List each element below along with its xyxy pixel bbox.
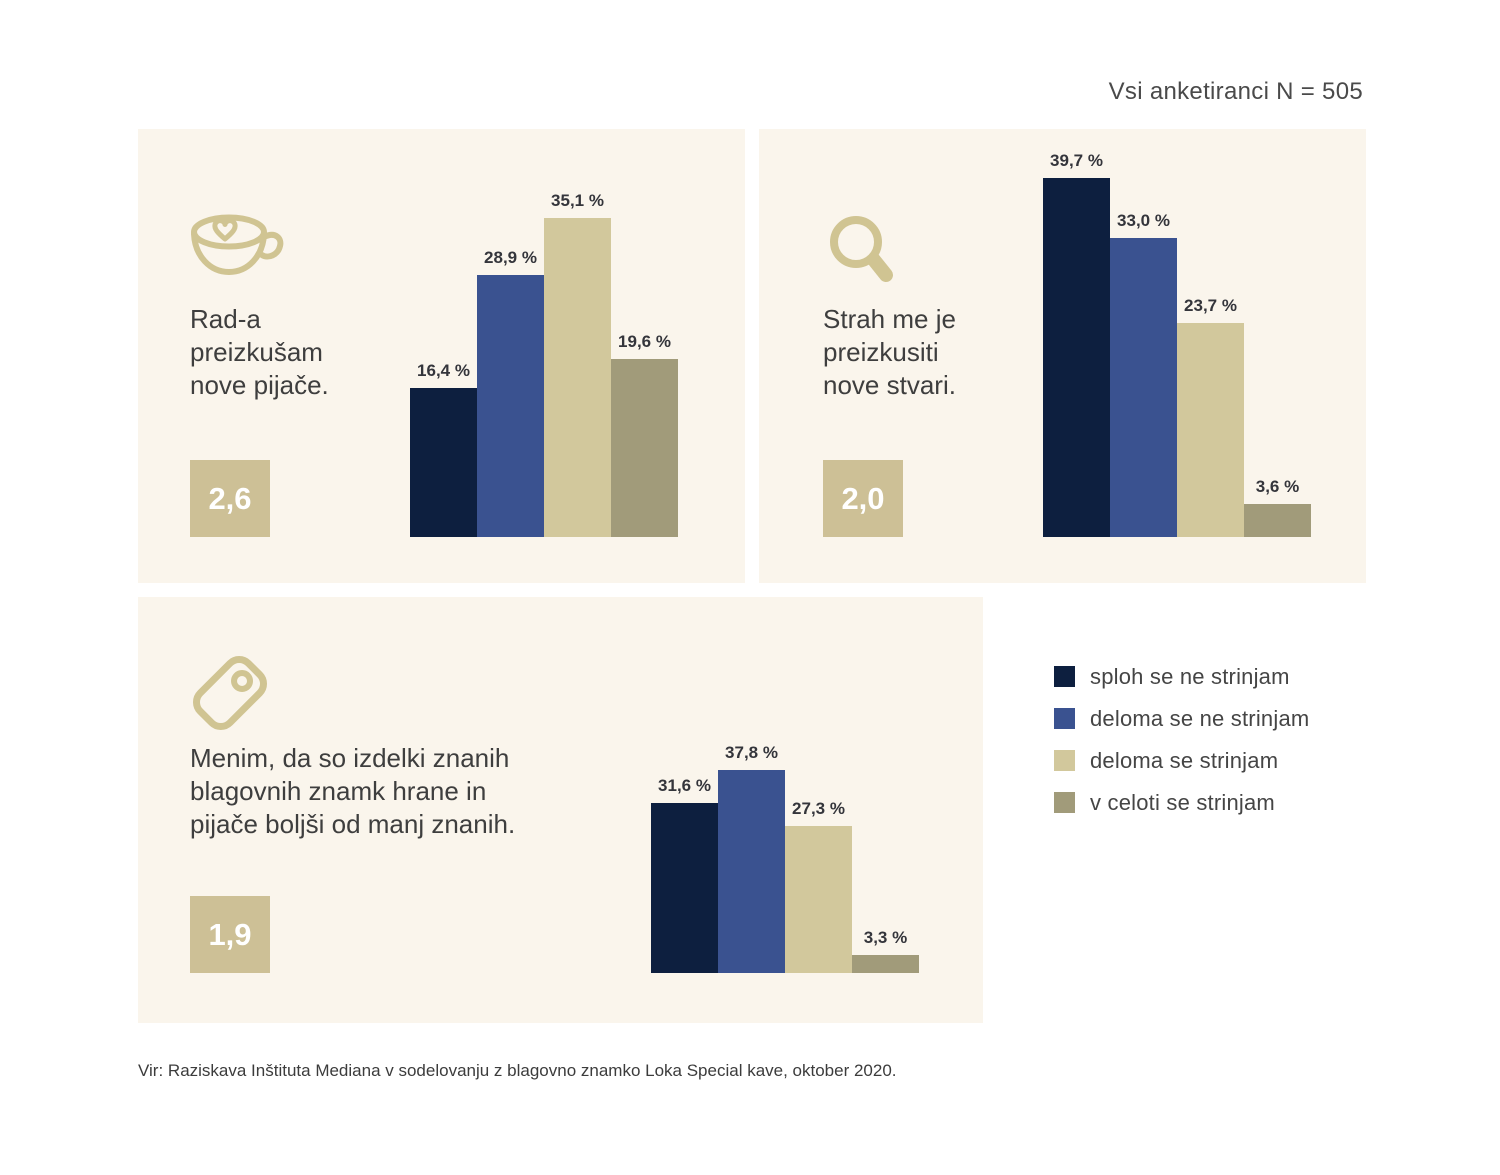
bar-deloma-se-strinjam <box>785 826 852 973</box>
bar-deloma-se-ne-strinjam <box>477 275 544 537</box>
chart-legend: sploh se ne strinjam deloma se ne strinj… <box>1054 663 1310 834</box>
statement-text: Strah me je preizkusiti nove stvari. <box>823 303 956 402</box>
bar-value-label: 16,4 % <box>417 361 470 380</box>
bar-column: 35,1 % <box>544 191 611 537</box>
bar-column: 23,7 % <box>1177 296 1244 537</box>
statement-line: blagovnih znamk hrane in <box>190 776 487 807</box>
bar-sploh-se-ne-strinjam <box>1043 178 1110 537</box>
bar-column: 27,3 % <box>785 799 852 973</box>
bar-deloma-se-strinjam <box>1177 323 1244 537</box>
statement-line: preizkusiti <box>823 337 939 368</box>
bar-value-label: 37,8 % <box>725 743 778 762</box>
bar-value-label: 31,6 % <box>658 776 711 795</box>
legend-label: deloma se strinjam <box>1090 747 1279 773</box>
legend-label: v celoti se strinjam <box>1090 789 1275 815</box>
legend-swatch-sploh-se-ne-strinjam <box>1054 666 1075 687</box>
panel-new-drinks: Rad-a preizkušam nove pijače. 2,6 16,4 %… <box>138 129 745 583</box>
source-note: Vir: Raziskava Inštituta Mediana v sodel… <box>138 1061 897 1080</box>
bar-column: 37,8 % <box>718 743 785 973</box>
bar-chart-fear-new-things: 39,7 % 33,0 % 23,7 % 3,6 % <box>1043 151 1311 537</box>
legend-label: deloma se ne strinjam <box>1090 705 1310 731</box>
mean-score-badge: 2,6 <box>190 460 270 537</box>
bar-column: 28,9 % <box>477 248 544 537</box>
bar-deloma-se-ne-strinjam <box>1110 238 1177 537</box>
bar-column: 19,6 % <box>611 332 678 537</box>
bar-column: 3,3 % <box>852 928 919 973</box>
bar-v-celoti-se-strinjam <box>611 359 678 537</box>
bar-column: 31,6 % <box>651 776 718 973</box>
statement-text: Menim, da so izdelki znanih blagovnih zn… <box>190 742 515 841</box>
bar-column: 33,0 % <box>1110 211 1177 537</box>
bar-value-label: 28,9 % <box>484 248 537 267</box>
bar-column: 16,4 % <box>410 361 477 537</box>
legend-label: sploh se ne strinjam <box>1090 663 1290 689</box>
statement-line: Rad-a <box>190 304 261 334</box>
bar-value-label: 39,7 % <box>1050 151 1103 170</box>
bar-v-celoti-se-strinjam <box>1244 504 1311 537</box>
respondents-note: Vsi anketiranci N = 505 <box>1108 78 1363 105</box>
bar-v-celoti-se-strinjam <box>852 955 919 973</box>
legend-item: v celoti se strinjam <box>1054 789 1309 815</box>
panel-fear-new-things: Strah me je preizkusiti nove stvari. 2,0… <box>759 129 1366 583</box>
mean-score-badge: 1,9 <box>190 896 270 973</box>
price-tag-icon <box>190 647 270 739</box>
bar-deloma-se-strinjam <box>544 218 611 537</box>
panel-known-brands: Menim, da so izdelki znanih blagovnih zn… <box>138 597 983 1023</box>
search-icon <box>829 215 899 291</box>
mean-score-badge: 2,0 <box>823 460 903 537</box>
statement-line: preizkušam <box>190 337 323 368</box>
bar-chart-new-drinks: 16,4 % 28,9 % 35,1 % 19,6 % <box>410 191 678 537</box>
bar-value-label: 23,7 % <box>1184 296 1237 315</box>
bar-value-label: 3,3 % <box>863 928 908 947</box>
bar-value-label: 27,3 % <box>792 799 845 818</box>
legend-item: deloma se strinjam <box>1054 747 1309 773</box>
statement-line: Strah me je <box>823 304 956 334</box>
statement-line: nove stvari. <box>823 370 956 401</box>
statement-line: pijače boljši od manj znanih. <box>190 809 516 840</box>
bar-sploh-se-ne-strinjam <box>651 803 718 973</box>
legend-item: deloma se ne strinjam <box>1054 705 1310 731</box>
bar-chart-known-brands: 31,6 % 37,8 % 27,3 % 3,3 % <box>651 743 919 973</box>
statement-text: Rad-a preizkušam nove pijače. <box>190 303 329 402</box>
bar-value-label: 19,6 % <box>618 332 671 351</box>
bar-deloma-se-ne-strinjam <box>718 770 785 973</box>
statement-line: nove pijače. <box>190 370 329 401</box>
statement-line: Menim, da so izdelki znanih <box>190 743 510 773</box>
coffee-cup-icon <box>188 209 284 285</box>
bar-value-label: 3,6 % <box>1255 477 1300 496</box>
bar-value-label: 35,1 % <box>551 191 604 210</box>
bar-column: 39,7 % <box>1043 151 1110 537</box>
bar-column: 3,6 % <box>1244 477 1311 537</box>
legend-item: sploh se ne strinjam <box>1054 663 1309 689</box>
bar-sploh-se-ne-strinjam <box>410 388 477 537</box>
legend-swatch-v-celoti-se-strinjam <box>1054 792 1075 813</box>
legend-swatch-deloma-se-strinjam <box>1054 750 1075 771</box>
legend-swatch-deloma-se-ne-strinjam <box>1054 708 1075 729</box>
bar-value-label: 33,0 % <box>1117 211 1170 230</box>
